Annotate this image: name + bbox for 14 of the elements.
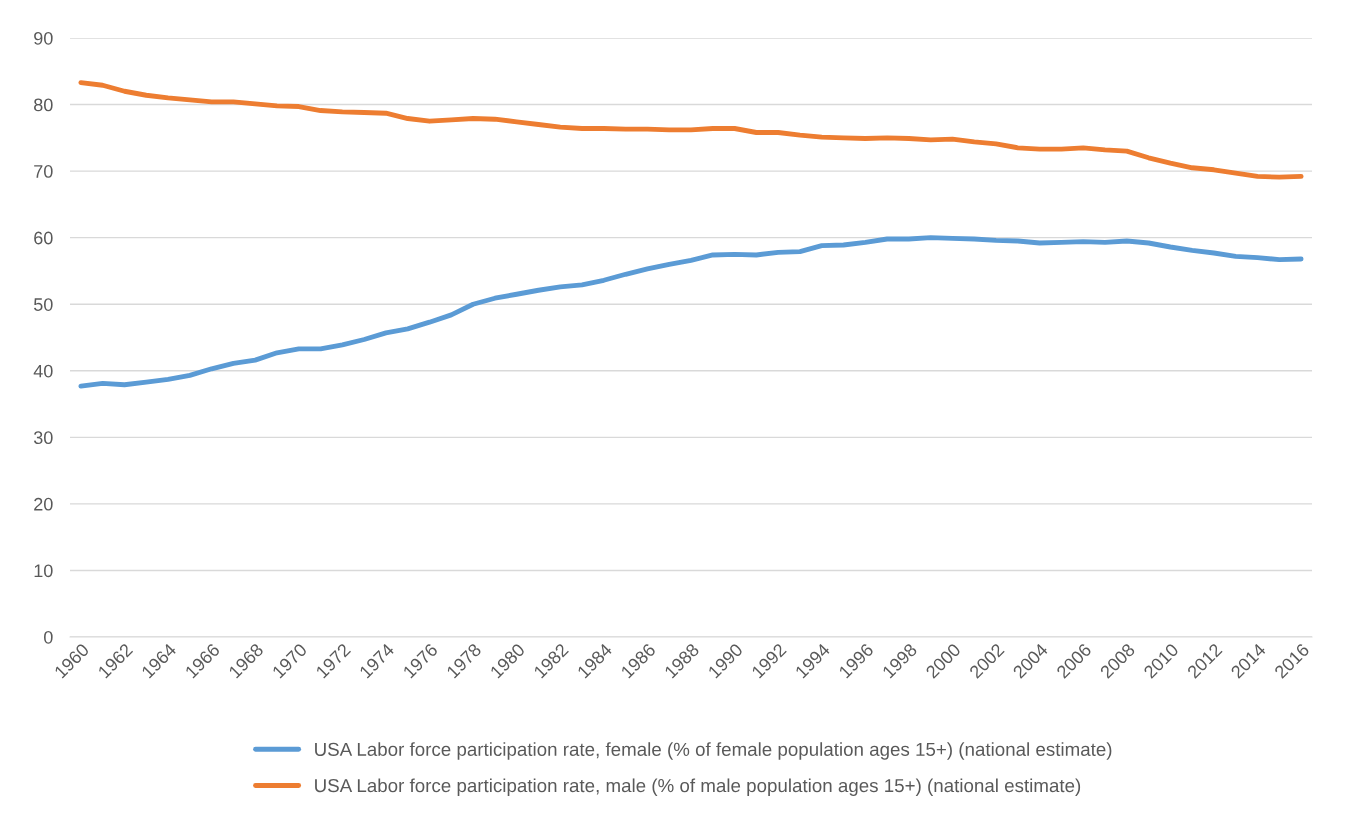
line-series bbox=[78, 80, 1304, 180]
y-tick-label: 0 bbox=[44, 630, 53, 644]
y-tick-label: 30 bbox=[33, 431, 53, 445]
y-tick-label: 20 bbox=[34, 497, 53, 511]
y-tick-label: 40 bbox=[33, 364, 53, 378]
line-series bbox=[78, 235, 1304, 389]
legend-label: USA Labor force participation rate, female (% of female population ages 15+) (national estimate) bbox=[315, 742, 1112, 760]
legend-label: USA Labor force participation rate, male (% of male population ages 15+) (national estimate) bbox=[315, 778, 1081, 796]
y-tick-label: 90 bbox=[34, 31, 53, 45]
y-tick-label: 80 bbox=[34, 98, 53, 112]
y-tick-label: 60 bbox=[34, 231, 53, 245]
y-tick-label: 50 bbox=[33, 298, 53, 311]
y-tick-label: 70 bbox=[34, 165, 53, 178]
y-tick-label: 10 bbox=[34, 564, 53, 578]
